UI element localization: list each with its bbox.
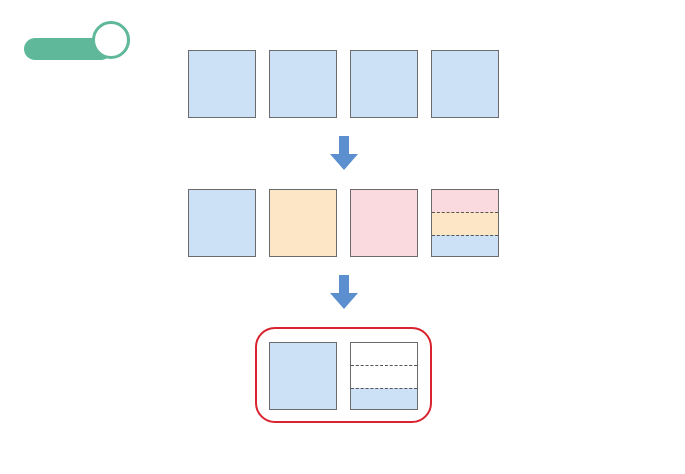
middle-square-blue [188, 189, 256, 257]
down-arrow-icon [330, 136, 358, 170]
dashed-divider [351, 365, 417, 366]
bottom-square-blue [269, 342, 337, 410]
top-square-4 [431, 50, 499, 118]
toggle-knob[interactable] [92, 21, 130, 59]
top-square-2 [269, 50, 337, 118]
dashed-divider [432, 212, 498, 213]
mixed-band-blue [432, 235, 498, 256]
top-square-1 [188, 50, 256, 118]
dashed-divider [351, 388, 417, 389]
mixed-band-pink [432, 190, 498, 212]
middle-square-orange [269, 189, 337, 257]
top-square-3 [350, 50, 418, 118]
highlight-frame [255, 327, 432, 423]
middle-square-mixed [431, 189, 499, 257]
down-arrow-icon [330, 275, 358, 309]
toggle-track[interactable] [24, 38, 112, 60]
middle-square-pink [350, 189, 418, 257]
partial-band-blue [351, 388, 417, 409]
bottom-square-partial [350, 342, 418, 410]
dashed-divider [432, 235, 498, 236]
mixed-band-orange [432, 212, 498, 235]
